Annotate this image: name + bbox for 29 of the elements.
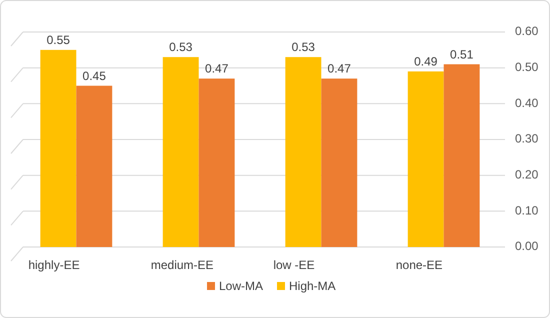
bar [162, 57, 199, 247]
x-tick-label: low -EE [273, 258, 315, 272]
bar [285, 57, 322, 247]
data-label: 0.53 [169, 40, 193, 54]
bar [40, 50, 76, 247]
y-tick-label: 0.50 [515, 60, 539, 74]
legend-label: High-MA [289, 279, 336, 293]
bar [76, 86, 112, 247]
data-label: 0.49 [414, 54, 438, 68]
data-label: 0.55 [46, 32, 70, 47]
y-tick-label: 0.20 [515, 168, 539, 182]
bar [198, 78, 235, 247]
x-tick-label: medium-EE [150, 258, 214, 272]
x-tick-label: highly-EE [28, 258, 80, 272]
legend-label: Low-MA [219, 279, 264, 293]
data-label: 0.47 [328, 62, 352, 76]
y-tick-label: 0.10 [515, 203, 539, 218]
bar [408, 71, 444, 247]
data-label: 0.47 [205, 62, 229, 76]
data-label: 0.45 [82, 68, 106, 83]
y-tick-label: 0.40 [515, 96, 539, 110]
y-tick-label: 0.00 [515, 239, 539, 254]
y-tick-label: 0.30 [515, 132, 539, 146]
bar [321, 78, 358, 247]
data-label: 0.53 [292, 40, 316, 54]
x-tick-label: none-EE [396, 258, 443, 272]
y-tick-label: 0.60 [515, 24, 539, 38]
bar [444, 64, 480, 247]
data-label: 0.51 [450, 47, 474, 62]
